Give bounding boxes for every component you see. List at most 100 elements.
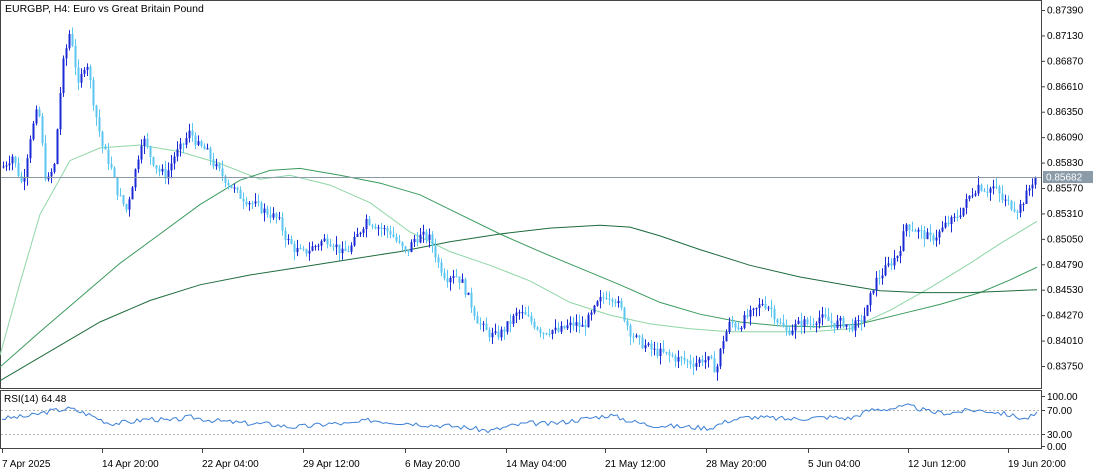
candle — [572, 316, 575, 331]
time-label: 28 May 20:00 — [706, 459, 767, 470]
candle — [329, 238, 332, 248]
candle — [860, 314, 863, 331]
candle — [419, 227, 422, 244]
candle — [578, 314, 581, 334]
candle — [608, 291, 611, 306]
candle — [59, 87, 62, 136]
candle — [752, 307, 755, 317]
time-label: 6 May 20:00 — [405, 459, 460, 470]
candle — [968, 195, 971, 202]
candle — [1025, 184, 1028, 204]
price-tick-label: 0.85830 — [1047, 158, 1084, 169]
rsi-tick-30: 30.00 — [1047, 430, 1072, 441]
candle — [557, 322, 560, 334]
candle — [857, 315, 860, 328]
candle — [536, 325, 539, 331]
candle — [50, 168, 53, 184]
candle — [797, 316, 800, 325]
candle — [197, 135, 200, 147]
candle — [875, 271, 878, 297]
candle — [929, 224, 932, 243]
candle — [977, 176, 980, 196]
moving-average-line — [0, 167, 1038, 368]
candle — [497, 325, 500, 340]
candle — [887, 256, 890, 268]
candle — [26, 154, 29, 186]
candle — [545, 332, 548, 336]
candle — [851, 318, 854, 333]
candle — [998, 185, 1001, 203]
candle — [158, 165, 161, 177]
candle — [614, 298, 617, 307]
candle — [623, 306, 626, 323]
time-label: 29 Apr 12:00 — [303, 459, 360, 470]
rsi-line — [1, 403, 1038, 434]
current-price-value: 0.85682 — [1046, 173, 1083, 184]
candle — [548, 328, 551, 337]
candle — [767, 305, 770, 312]
candle — [788, 325, 791, 336]
candle — [155, 165, 158, 174]
candle — [635, 333, 638, 339]
candle — [422, 224, 425, 243]
candle — [344, 240, 347, 252]
candle — [872, 290, 875, 295]
candle — [740, 325, 743, 332]
candle — [116, 176, 119, 200]
moving-averages — [0, 144, 1038, 382]
candle — [818, 310, 821, 329]
rsi-tick-0: 0.00 — [1047, 442, 1067, 453]
candle — [764, 296, 767, 311]
candle — [959, 207, 962, 220]
candle — [554, 319, 557, 334]
price-tick-label: 0.85310 — [1047, 209, 1084, 220]
candle — [848, 324, 851, 333]
candle — [737, 322, 740, 331]
candle — [638, 334, 641, 345]
candle — [647, 342, 650, 347]
candle — [593, 304, 596, 315]
candle — [827, 307, 830, 322]
candle — [515, 307, 518, 323]
time-label: 19 Jun 20:00 — [1008, 459, 1066, 470]
candle — [482, 321, 485, 332]
time-axis[interactable]: 7 Apr 2025 14 Apr 20:00 22 Apr 04:00 29 … — [2, 449, 1066, 470]
candle — [188, 123, 191, 143]
candle — [53, 162, 56, 174]
candle — [89, 64, 92, 89]
candle — [512, 313, 515, 327]
candle — [284, 227, 287, 248]
candle — [1019, 199, 1022, 218]
candle — [599, 289, 602, 309]
candle — [659, 342, 662, 365]
candle — [596, 300, 599, 307]
candle — [248, 201, 251, 211]
candle — [365, 214, 368, 238]
price-axis[interactable]: 0.87390 0.87130 0.86870 0.86610 0.86350 0.860… — [1041, 6, 1084, 373]
candle — [485, 317, 488, 331]
candle — [275, 212, 278, 224]
candle — [110, 156, 113, 170]
candle — [65, 44, 68, 66]
candle — [821, 306, 824, 326]
candle — [911, 221, 914, 232]
candle — [434, 238, 437, 263]
candle — [476, 311, 479, 324]
candle — [251, 201, 254, 210]
candle — [14, 155, 17, 168]
candle — [272, 207, 275, 221]
candle — [500, 326, 503, 341]
candle — [833, 322, 836, 334]
candle — [308, 242, 311, 261]
main-chart-frame — [0, 0, 1042, 389]
candle — [743, 311, 746, 330]
candle — [212, 152, 215, 169]
candle — [629, 323, 632, 345]
candle — [992, 179, 995, 195]
candle — [254, 193, 257, 207]
candle — [107, 143, 110, 171]
candle — [11, 154, 14, 171]
candle — [206, 143, 209, 150]
candle — [794, 319, 797, 339]
